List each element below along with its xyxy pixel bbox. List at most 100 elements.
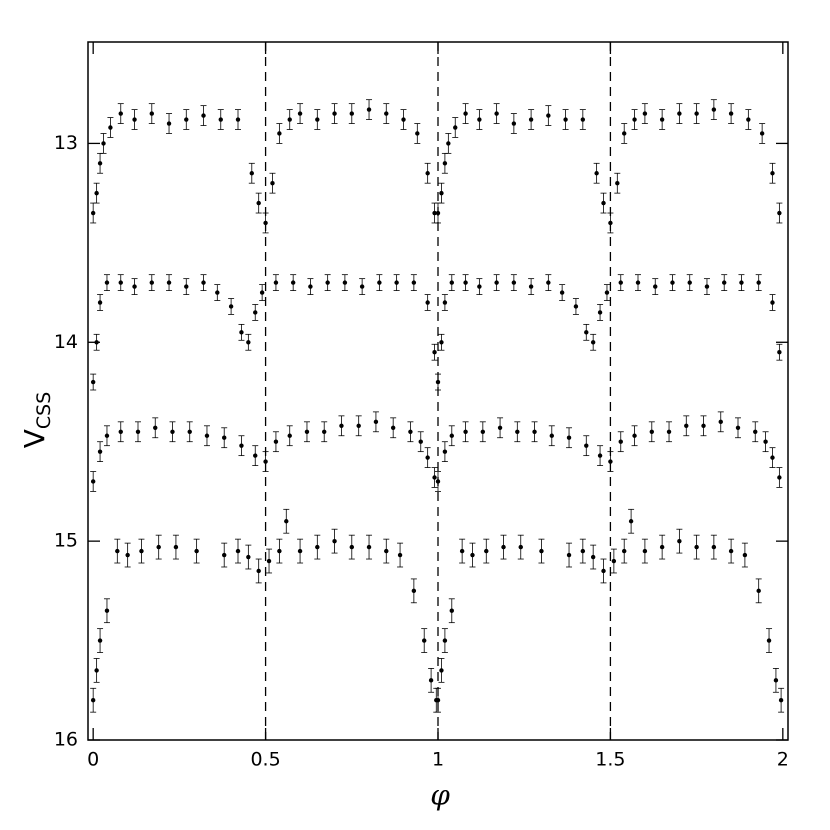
data-point (422, 638, 427, 643)
data-point (494, 111, 499, 116)
data-point (642, 548, 648, 554)
data-point (90, 479, 96, 484)
data-point (108, 125, 113, 130)
data-point (670, 280, 675, 285)
data-point (90, 379, 96, 385)
data-point (484, 548, 489, 554)
data-point (439, 190, 444, 196)
data-point (642, 111, 648, 116)
data-point (597, 310, 603, 315)
data-point (256, 200, 261, 206)
data-point (573, 304, 579, 309)
data-point (118, 429, 123, 434)
data-point (104, 608, 110, 613)
data-point (235, 548, 241, 554)
data-point (115, 548, 120, 554)
data-point (256, 568, 261, 574)
data-point (425, 171, 430, 176)
y-tick-label: 15 (54, 530, 78, 552)
data-point (432, 350, 437, 355)
data-point (246, 554, 251, 560)
data-point (597, 453, 603, 458)
data-point (359, 284, 365, 289)
data-point (463, 111, 468, 116)
data-point (415, 131, 420, 136)
data-point (263, 220, 268, 226)
data-point (97, 161, 103, 166)
data-point (432, 475, 437, 480)
data-point (684, 423, 689, 429)
data-point (373, 419, 379, 425)
data-point (246, 340, 251, 345)
data-point (184, 117, 189, 122)
data-point (711, 107, 717, 112)
data-point (601, 568, 606, 574)
data-point (249, 171, 254, 176)
data-point (332, 111, 337, 116)
data-point (608, 459, 613, 464)
data-point (718, 419, 723, 425)
data-point (94, 190, 99, 196)
data-point (463, 280, 468, 285)
data-point (253, 310, 258, 315)
data-point (435, 479, 441, 484)
data-point (470, 552, 475, 558)
data-point (608, 220, 613, 226)
data-point (446, 141, 451, 146)
data-point (90, 698, 96, 703)
data-point (287, 117, 292, 122)
data-point (453, 125, 458, 130)
y-tick-label: 13 (54, 132, 78, 154)
data-point (356, 423, 361, 429)
data-point (284, 519, 289, 524)
data-point (170, 429, 175, 434)
data-point (566, 435, 572, 440)
data-point (149, 111, 154, 116)
data-point (432, 210, 437, 216)
data-point (97, 449, 103, 454)
data-point (394, 280, 399, 285)
data-point (584, 443, 589, 448)
data-point (297, 548, 303, 554)
data-point (559, 290, 565, 295)
data-point (770, 455, 775, 460)
data-point (477, 117, 482, 122)
data-point (763, 439, 768, 444)
data-point (659, 117, 665, 122)
data-point (728, 111, 734, 116)
data-point (425, 455, 430, 460)
data-point (735, 425, 741, 430)
data-point (677, 538, 682, 544)
data-point (580, 548, 586, 554)
data-point (194, 548, 199, 554)
data-point (428, 678, 434, 683)
data-point (449, 280, 454, 285)
y-axis-label: VCSS (18, 392, 55, 449)
data-point (618, 280, 623, 285)
data-point (742, 552, 748, 558)
data-point (342, 280, 348, 285)
data-point (590, 340, 596, 345)
data-point (273, 280, 279, 285)
data-point (184, 284, 189, 289)
data-point (222, 435, 227, 440)
data-point (566, 552, 572, 558)
data-point (711, 544, 717, 550)
data-point (563, 117, 568, 122)
data-point (756, 280, 761, 285)
data-point (435, 210, 441, 216)
data-point (439, 340, 444, 345)
data-point (604, 290, 610, 295)
data-point (528, 117, 534, 122)
data-point (442, 300, 448, 305)
data-point (397, 552, 403, 558)
data-point (215, 290, 220, 295)
data-point (611, 558, 617, 564)
data-point (532, 429, 537, 434)
data-point (384, 111, 389, 116)
data-point (273, 439, 279, 444)
data-point (222, 552, 227, 558)
data-point (546, 113, 551, 118)
data-point (635, 280, 641, 285)
data-point (435, 698, 441, 703)
